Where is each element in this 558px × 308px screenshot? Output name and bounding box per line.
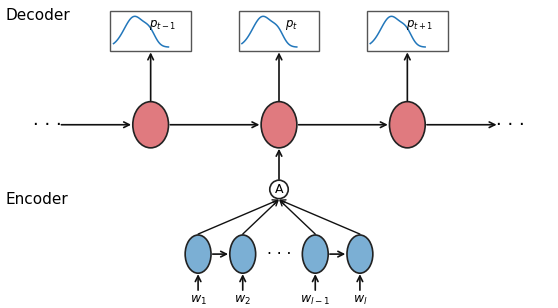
Ellipse shape <box>302 235 328 273</box>
Ellipse shape <box>261 102 297 148</box>
Text: $w_{l}$: $w_{l}$ <box>353 294 367 307</box>
Ellipse shape <box>389 102 425 148</box>
Text: · · ·: · · · <box>267 247 291 261</box>
Ellipse shape <box>133 102 169 148</box>
Text: A: A <box>275 183 283 196</box>
Text: $p_{t+1}$: $p_{t+1}$ <box>406 18 433 32</box>
Text: $p_{t-1}$: $p_{t-1}$ <box>149 18 176 32</box>
Ellipse shape <box>270 180 288 199</box>
Text: · · ·: · · · <box>496 116 525 134</box>
Text: $w_2$: $w_2$ <box>234 294 251 307</box>
Text: $w_1$: $w_1$ <box>190 294 206 307</box>
Text: Decoder: Decoder <box>6 8 70 23</box>
Ellipse shape <box>347 235 373 273</box>
Text: $w_{l-1}$: $w_{l-1}$ <box>300 294 330 307</box>
Text: Encoder: Encoder <box>6 192 68 208</box>
Text: $p_t$: $p_t$ <box>285 18 297 32</box>
Ellipse shape <box>230 235 256 273</box>
Bar <box>110 11 191 51</box>
Ellipse shape <box>185 235 211 273</box>
Bar <box>367 11 448 51</box>
Bar <box>239 11 319 51</box>
Text: · · ·: · · · <box>33 116 62 134</box>
